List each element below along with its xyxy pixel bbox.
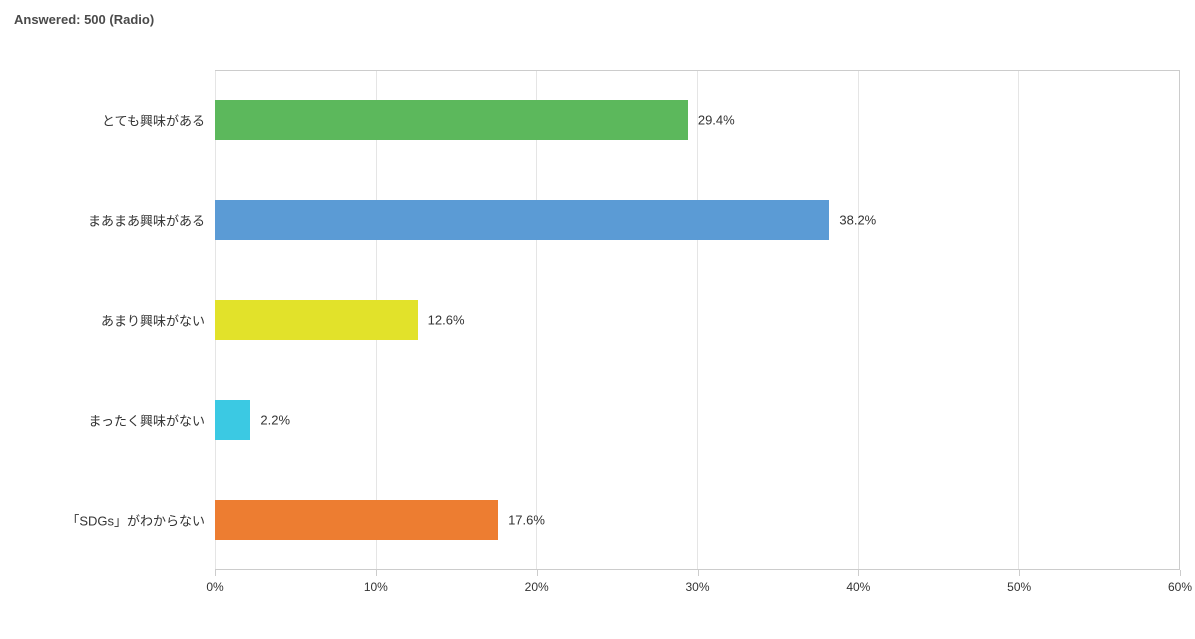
bar: 12.6% bbox=[215, 300, 418, 340]
x-tick-label: 20% bbox=[525, 580, 549, 594]
bar-row: 「SDGs」がわからない 17.6% bbox=[0, 470, 1195, 570]
bar-value: 2.2% bbox=[260, 413, 290, 428]
bar-label: あまり興味がない bbox=[0, 311, 205, 330]
bar-label: まったく興味がない bbox=[0, 411, 205, 430]
x-tick bbox=[858, 570, 859, 576]
x-tick bbox=[698, 570, 699, 576]
x-tick bbox=[1019, 570, 1020, 576]
x-tick bbox=[1180, 570, 1181, 576]
x-tick bbox=[537, 570, 538, 576]
bar-label: とても興味がある bbox=[0, 111, 205, 130]
x-axis: 0% 10% 20% 30% 40% 50% 60% bbox=[215, 570, 1180, 600]
bar-label: 「SDGs」がわからない bbox=[0, 511, 205, 530]
x-tick bbox=[215, 570, 216, 576]
x-tick-label: 30% bbox=[685, 580, 709, 594]
bar-value: 12.6% bbox=[428, 313, 465, 328]
x-tick-label: 10% bbox=[364, 580, 388, 594]
x-tick bbox=[376, 570, 377, 576]
bar-row: とても興味がある 29.4% bbox=[0, 70, 1195, 170]
x-tick-label: 50% bbox=[1007, 580, 1031, 594]
x-tick-label: 40% bbox=[846, 580, 870, 594]
bar-value: 29.4% bbox=[698, 113, 735, 128]
answered-header: Answered: 500 (Radio) bbox=[14, 12, 154, 27]
bar-row: あまり興味がない 12.6% bbox=[0, 270, 1195, 370]
bar: 2.2% bbox=[215, 400, 250, 440]
bar-row: まったく興味がない 2.2% bbox=[0, 370, 1195, 470]
bar: 38.2% bbox=[215, 200, 829, 240]
survey-bar-chart: とても興味がある 29.4% まあまあ興味がある 38.2% あまり興味がない … bbox=[0, 70, 1195, 630]
bar: 29.4% bbox=[215, 100, 688, 140]
bar-label: まあまあ興味がある bbox=[0, 211, 205, 230]
bar-row: まあまあ興味がある 38.2% bbox=[0, 170, 1195, 270]
x-tick-label: 0% bbox=[206, 580, 223, 594]
x-tick-label: 60% bbox=[1168, 580, 1192, 594]
bar-value: 38.2% bbox=[839, 213, 876, 228]
bar-value: 17.6% bbox=[508, 513, 545, 528]
bar: 17.6% bbox=[215, 500, 498, 540]
